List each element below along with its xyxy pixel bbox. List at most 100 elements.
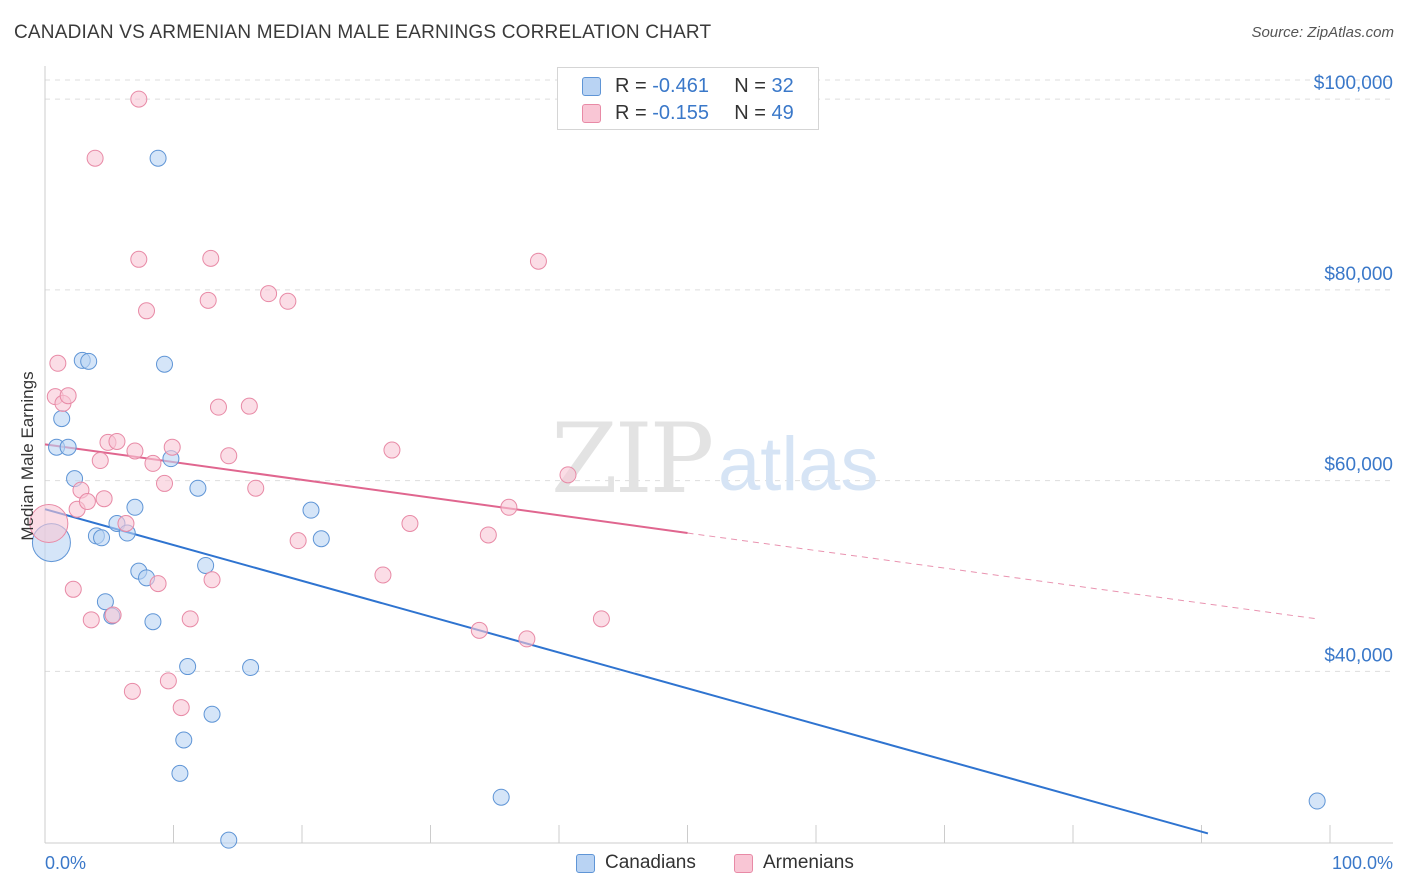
legend-item-canadians: Canadians — [576, 852, 696, 874]
armenian-point — [82, 611, 100, 629]
armenian-point — [130, 90, 148, 108]
armenian-point — [29, 503, 69, 543]
armenian-point — [240, 397, 258, 415]
legend-row-armenians: R = -0.155 N = 49 — [582, 100, 794, 126]
armenian-point — [203, 571, 221, 589]
watermark-zip: ZIP — [551, 403, 712, 515]
armenian-point — [144, 454, 162, 472]
legend-r-label: R = — [615, 74, 647, 97]
armenians-swatch — [582, 103, 601, 123]
data-points — [29, 90, 1326, 849]
armenian-point — [181, 610, 199, 628]
armenian-point — [529, 252, 547, 270]
watermark: ZIP atlas — [551, 403, 879, 515]
armenian-point — [130, 250, 148, 268]
armenian-point — [64, 580, 82, 598]
armenian-point — [108, 432, 126, 450]
watermark-atlas: atlas — [718, 422, 879, 507]
legend-n-value: 49 — [771, 101, 794, 124]
canadians-trend-line — [44, 508, 1209, 835]
y-axis-title: Median Male Earnings — [18, 371, 37, 540]
armenians-swatch — [734, 853, 753, 873]
armenian-point — [59, 387, 77, 405]
canadian-point — [203, 705, 221, 723]
armenian-point — [104, 606, 122, 624]
grid — [45, 79, 1393, 672]
canadian-point — [171, 764, 189, 782]
x-tick-label: 100.0% — [1332, 853, 1393, 873]
y-tick-label: $100,000 — [1314, 73, 1393, 94]
armenians-label: Armenians — [763, 852, 854, 873]
canadian-point — [156, 355, 174, 373]
armenian-point — [138, 302, 156, 320]
tick-labels: $40,000 $60,000 $80,000 $100,000 0.0% 100.0% — [45, 73, 1393, 873]
armenian-point — [199, 291, 217, 309]
legend-r-value: -0.155 — [652, 101, 709, 124]
armenian-point — [592, 610, 610, 628]
armenian-point — [156, 474, 174, 492]
armenian-point — [479, 526, 497, 544]
armenian-point — [220, 447, 238, 465]
canadian-point — [302, 501, 320, 519]
armenian-point — [470, 621, 488, 639]
legend-r-value: -0.461 — [652, 74, 709, 97]
armenian-point — [86, 149, 104, 167]
canadian-point — [53, 410, 71, 428]
armenian-point — [260, 285, 278, 303]
armenian-point — [91, 452, 109, 470]
canadian-point — [189, 479, 207, 497]
canadian-point — [126, 498, 144, 516]
canadian-point — [149, 149, 167, 167]
y-tick-label: $60,000 — [1324, 455, 1393, 476]
armenian-point — [126, 442, 144, 460]
legend-n-label: N = — [734, 74, 766, 97]
canadians-label: Canadians — [605, 852, 696, 873]
armenian-point — [123, 682, 141, 700]
armenians-trend-extension — [687, 532, 1318, 620]
canadians-swatch — [582, 76, 601, 96]
canadian-point — [96, 593, 114, 611]
armenian-point — [49, 354, 67, 372]
armenian-point — [95, 490, 113, 508]
legend-item-armenians: Armenians — [734, 852, 854, 874]
source-label: Source: ZipAtlas.com — [1251, 24, 1394, 41]
armenian-point — [374, 566, 392, 584]
canadian-point — [492, 788, 510, 806]
y-tick-label: $80,000 — [1324, 264, 1393, 285]
armenian-point — [383, 441, 401, 459]
armenian-point — [159, 672, 177, 690]
canadian-point — [144, 613, 162, 631]
armenian-point — [117, 514, 135, 532]
legend-r-label: R = — [615, 101, 647, 124]
armenian-point — [149, 575, 167, 593]
armenian-point — [247, 479, 265, 497]
canadian-point — [93, 529, 111, 547]
armenian-point — [209, 398, 227, 416]
canadian-point — [197, 556, 215, 574]
canadian-point — [312, 530, 330, 548]
armenian-point — [289, 532, 307, 550]
armenian-point — [500, 498, 518, 516]
canadian-point — [1308, 792, 1326, 810]
armenian-point — [559, 466, 577, 484]
armenian-point — [202, 249, 220, 267]
armenian-point — [279, 292, 297, 310]
armenian-point — [163, 438, 181, 456]
canadian-point — [80, 352, 98, 370]
armenian-point — [172, 699, 190, 717]
canadian-point — [59, 438, 77, 456]
legend-n-label: N = — [734, 101, 766, 124]
canadian-point — [175, 731, 193, 749]
armenian-point — [518, 630, 536, 648]
correlation-legend: R = -0.461 N = 32 R = -0.155 N = 49 — [557, 67, 819, 130]
armenian-point — [401, 514, 419, 532]
legend-row-canadians: R = -0.461 N = 32 — [582, 73, 794, 99]
canadian-point — [242, 659, 260, 677]
canadian-point — [220, 831, 238, 849]
armenian-point — [78, 493, 96, 511]
canadians-swatch — [576, 853, 595, 873]
y-tick-label: $40,000 — [1324, 645, 1393, 666]
axes — [44, 66, 1393, 844]
x-tick-label: 0.0% — [45, 853, 86, 873]
